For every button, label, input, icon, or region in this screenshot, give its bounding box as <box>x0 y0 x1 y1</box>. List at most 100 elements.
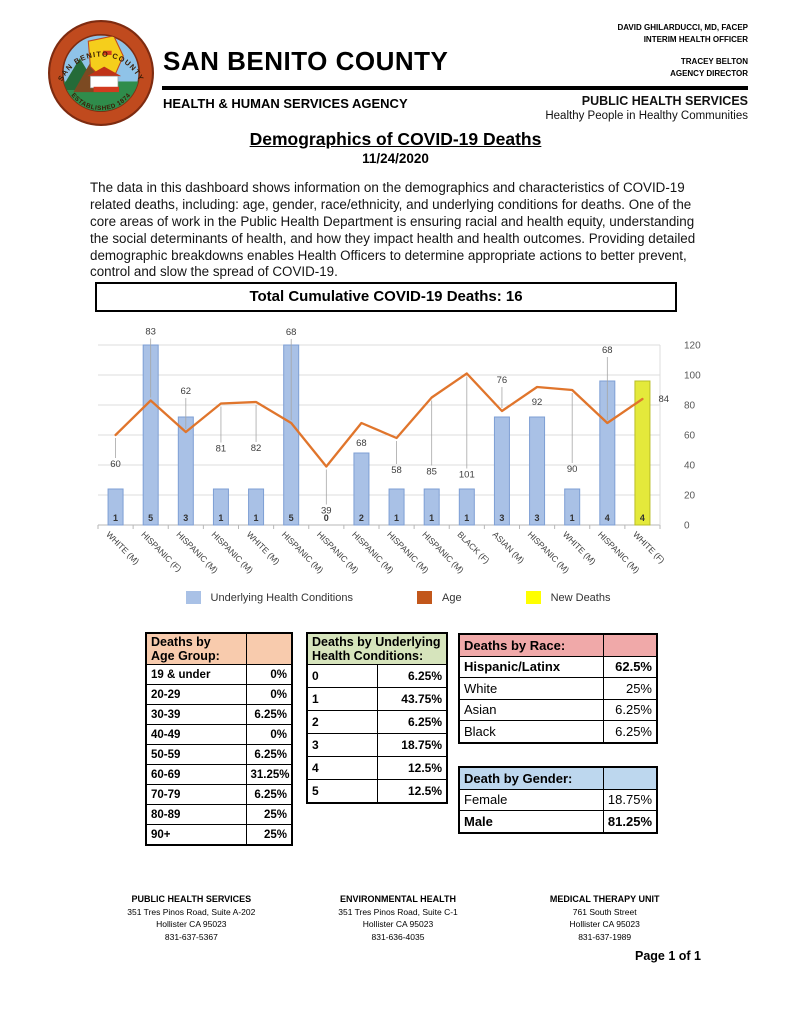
bar-value-label: 5 <box>148 513 153 523</box>
y-axis-tick-label: 0 <box>684 521 690 532</box>
bar-value-label: 1 <box>464 513 469 523</box>
category-label: WHITE (F) <box>631 529 667 565</box>
table-label-cell: 0 <box>306 664 378 688</box>
table-label-cell: Male <box>458 810 604 833</box>
director-title: AGENCY DIRECTOR <box>670 69 748 78</box>
table-value-cell: 12.5% <box>376 779 448 804</box>
table-label-cell: 80-89 <box>145 804 247 825</box>
bar-value-label: 3 <box>183 513 188 523</box>
age-value-label: 60 <box>110 459 121 470</box>
underlying-conditions-bar <box>212 488 229 526</box>
legend-label: Age <box>441 591 462 604</box>
table-header-cell <box>602 766 658 790</box>
underlying-conditions-bar <box>177 416 194 526</box>
deaths-by-conditions-table: Deaths by Underlying Health Conditions: 0 6… <box>306 632 448 804</box>
table-value-cell: 0% <box>245 684 293 705</box>
table-header-cell: Deaths by Age Group: <box>145 632 247 665</box>
table-header-cell: Death by Gender: <box>458 766 604 790</box>
age-line <box>114 372 644 468</box>
table-row: 90+ 25% <box>145 824 293 846</box>
legend-label: Underlying Health Conditions <box>210 591 353 604</box>
footer-column: ENVIRONMENTAL HEALTH 351 Tres Pinos Road,… <box>295 893 502 943</box>
footer-column: PUBLIC HEALTH SERVICES 351 Tres Pinos Roa… <box>88 893 295 943</box>
legend-item: Underlying Health Conditions <box>185 591 353 604</box>
table-row: 3 18.75% <box>306 733 448 757</box>
table-value-cell: 6.25% <box>245 744 293 765</box>
table-header-cell: Deaths by Underlying Health Conditions: <box>306 632 448 665</box>
table-row: Male 81.25% <box>458 810 658 833</box>
document-title: Demographics of COVID-19 Deaths <box>249 129 542 149</box>
footer-address-line: 831-637-5367 <box>164 931 218 942</box>
table-header-cell <box>245 632 293 665</box>
table-row: 80-89 25% <box>145 804 293 825</box>
table-value-cell: 6.25% <box>376 710 448 734</box>
age-value-label: 39 <box>321 506 332 517</box>
age-value-label: 82 <box>251 443 262 454</box>
y-axis-tick-label: 100 <box>684 371 701 382</box>
table-value-cell: 31.25% <box>245 764 293 785</box>
table-row: 5 12.5% <box>306 779 448 804</box>
bar-value-label: 4 <box>640 513 645 523</box>
health-officer-name: DAVID GHILARDUCCI, MD, FACEP <box>617 23 748 32</box>
underlying-conditions-bar <box>353 452 370 526</box>
department-name: PUBLIC HEALTH SERVICES <box>581 94 748 108</box>
table-row: Black 6.25% <box>458 720 658 743</box>
table-label-cell: 30-39 <box>145 704 247 725</box>
table-value-cell: 43.75% <box>376 687 448 711</box>
bar-value-label: 3 <box>535 513 540 523</box>
table-value-cell: 6.25% <box>245 704 293 725</box>
table-row: Female 18.75% <box>458 788 658 811</box>
footer-address-line: 351 Tres Pinos Road, Suite C-1 <box>338 907 458 918</box>
deaths-by-gender-table-wrap: Death by Gender: Female 18.75% Male 81.25% <box>458 766 658 834</box>
deaths-by-age-table-wrap: Deaths by Age Group: 19 & under 0% 20-29 0% 30… <box>145 632 293 846</box>
department-tagline: Healthy People in Healthy Communities <box>545 110 748 122</box>
age-value-label: 85 <box>426 467 437 478</box>
footer-address-line: 761 South Street <box>572 907 637 918</box>
table-row: 4 12.5% <box>306 756 448 780</box>
table-value-cell: 6.25% <box>376 664 448 688</box>
bar-value-label: 1 <box>429 513 434 523</box>
table-header-row: Death by Gender: <box>458 766 658 790</box>
legend-swatch <box>416 591 432 604</box>
table-label-cell: 4 <box>306 756 378 780</box>
age-value-label: 81 <box>216 444 227 455</box>
county-seal-logo: SAN BENITO COUNTY ESTABLISHED 1874 <box>48 20 154 126</box>
y-axis-tick-label: 20 <box>684 491 696 502</box>
table-label-cell: 2 <box>306 710 378 734</box>
table-label-cell: 40-49 <box>145 724 247 745</box>
deaths-by-race-table-wrap: Deaths by Race: Hispanic/Latinx 62.5% White… <box>458 633 658 744</box>
table-label-cell: White <box>458 677 604 700</box>
deaths-by-conditions-table-wrap: Deaths by Underlying Health Conditions: 0 6… <box>306 632 448 804</box>
footer-column: MEDICAL THERAPY UNIT 761 South Street Holl… <box>501 893 708 943</box>
age-value-label: 90 <box>567 464 578 475</box>
y-axis-tick-label: 60 <box>684 431 696 442</box>
table-value-cell: 18.75% <box>376 733 448 757</box>
age-value-label: 92 <box>532 397 543 408</box>
table-label-cell: 50-59 <box>145 744 247 765</box>
category-label: ASIAN (M) <box>491 529 527 565</box>
table-row: 2 6.25% <box>306 710 448 734</box>
category-label: WHITE (M) <box>104 529 141 566</box>
footer-column-title: PUBLIC HEALTH SERVICES <box>131 894 252 904</box>
header-divider <box>162 86 748 90</box>
age-value-label: 83 <box>145 327 156 338</box>
footer-address-line: 831-636-4035 <box>371 931 425 942</box>
table-header-row: Deaths by Underlying Health Conditions: <box>306 632 448 665</box>
table-value-cell: 12.5% <box>376 756 448 780</box>
header-officials: DAVID GHILARDUCCI, MD, FACEP INTERIM HEA… <box>617 22 748 80</box>
age-value-label: 68 <box>356 438 367 449</box>
underlying-conditions-bar <box>388 488 405 526</box>
table-label-cell: 19 & under <box>145 664 247 685</box>
age-value-label: 62 <box>181 386 192 397</box>
table-value-cell: 0% <box>245 664 293 685</box>
table-value-cell: 25% <box>602 677 658 700</box>
legend-swatch <box>525 591 541 604</box>
legend-label: New Deaths <box>550 591 611 604</box>
table-row: 60-69 31.25% <box>145 764 293 785</box>
footer-column-title: MEDICAL THERAPY UNIT <box>549 894 660 904</box>
chart-legend: Underlying Health Conditions Age New Death… <box>88 591 708 604</box>
table-label-cell: Black <box>458 720 604 743</box>
director-name: TRACEY BELTON <box>680 57 748 66</box>
table-value-cell: 81.25% <box>602 810 658 833</box>
table-label-cell: Hispanic/Latinx <box>458 655 604 678</box>
